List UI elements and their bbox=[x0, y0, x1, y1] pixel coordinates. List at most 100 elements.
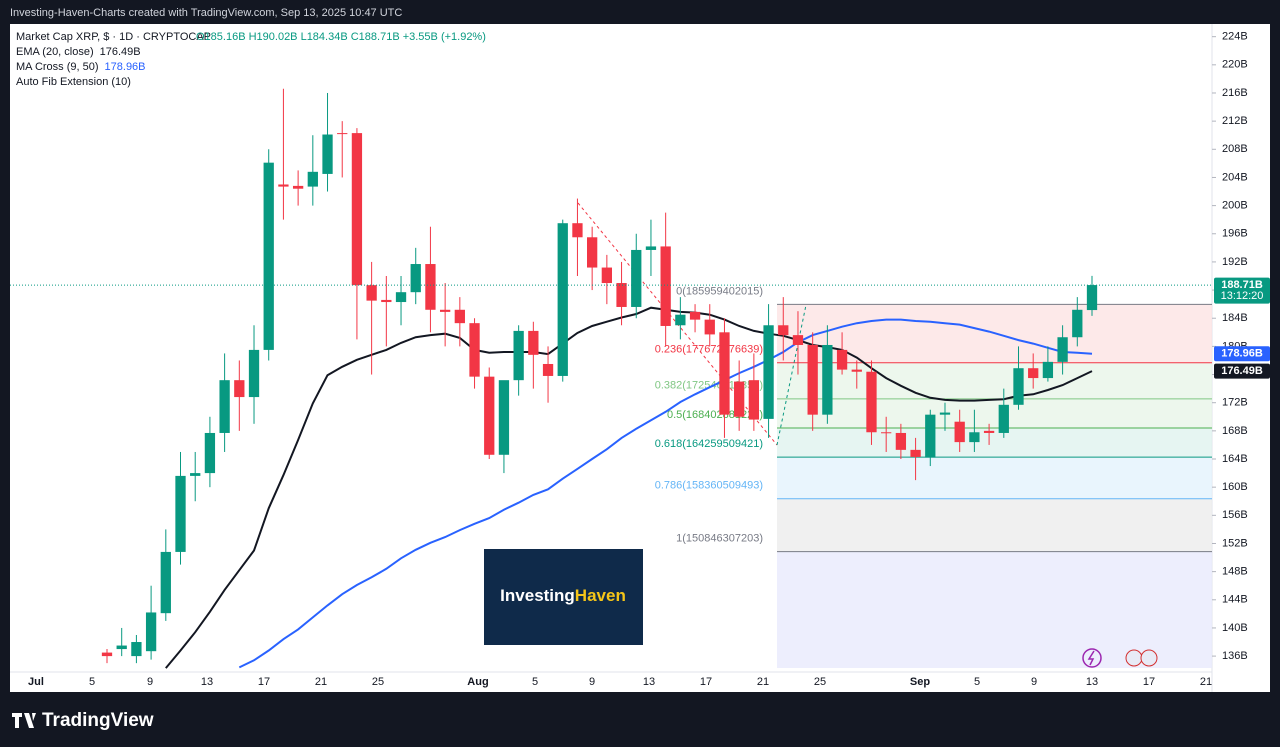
candle-body bbox=[822, 344, 833, 415]
candle-body bbox=[969, 432, 980, 443]
candle-body bbox=[939, 412, 951, 415]
candle-body bbox=[734, 381, 745, 417]
y-tick-label: 172B bbox=[1222, 397, 1248, 409]
watermark-part: Investing bbox=[500, 586, 575, 605]
candle-body bbox=[145, 612, 157, 652]
fib-zone bbox=[777, 498, 1212, 552]
candle-body bbox=[337, 133, 348, 135]
candle-body bbox=[616, 283, 627, 307]
fib-label: 0.236(177672776639) bbox=[655, 344, 763, 356]
candle-body bbox=[807, 344, 818, 415]
watermark: InvestingHaven bbox=[500, 586, 626, 605]
candle-body bbox=[587, 237, 598, 268]
x-tick-label: 9 bbox=[589, 676, 595, 688]
candle-body bbox=[792, 335, 804, 345]
candle-body bbox=[704, 319, 715, 335]
legend-indicator: Auto Fib Extension (10) bbox=[16, 76, 131, 88]
candle-body bbox=[381, 299, 392, 303]
x-tick-label: 13 bbox=[201, 676, 213, 688]
candle-body bbox=[101, 652, 113, 657]
candle-body bbox=[498, 380, 510, 455]
x-tick-label: 5 bbox=[532, 676, 538, 688]
candle-body bbox=[395, 292, 407, 303]
candle-body bbox=[292, 185, 304, 189]
candle-body bbox=[351, 133, 363, 286]
candle-body bbox=[881, 432, 892, 434]
legend-ohlc: O185.16B H190.02B L184.34B C188.71B +3.5… bbox=[196, 31, 486, 43]
x-tick-label: Aug bbox=[467, 676, 488, 688]
x-tick-label: 9 bbox=[147, 676, 153, 688]
x-tick-label: 5 bbox=[974, 676, 980, 688]
y-tick-label: 212B bbox=[1222, 115, 1248, 127]
x-tick-label: 17 bbox=[258, 676, 270, 688]
x-tick-label: 5 bbox=[89, 676, 95, 688]
candle-body bbox=[175, 475, 186, 552]
candle-body bbox=[954, 421, 965, 443]
candle-body bbox=[454, 309, 465, 324]
legend-title: Market Cap XRP, $ · 1D · CRYPTOCAP bbox=[16, 31, 211, 43]
event-flag[interactable] bbox=[1125, 649, 1143, 667]
candle-body bbox=[484, 376, 495, 455]
x-tick-label: 21 bbox=[315, 676, 327, 688]
legend-indicator: EMA (20, close) bbox=[16, 46, 94, 58]
fib-zone bbox=[777, 398, 1212, 429]
candle-body bbox=[925, 414, 936, 458]
indicator-lines bbox=[165, 306, 1093, 669]
y-tick-label: 216B bbox=[1222, 87, 1248, 99]
candle-body bbox=[836, 349, 848, 370]
footer-logo-icon bbox=[12, 713, 36, 728]
candle-body bbox=[983, 430, 995, 433]
candle-body bbox=[439, 309, 451, 312]
candle-body bbox=[1013, 368, 1024, 405]
watermark-part: Haven bbox=[575, 586, 626, 605]
fib-zone bbox=[777, 551, 1212, 668]
candle-body bbox=[542, 363, 554, 376]
price-label: 188.71B bbox=[1221, 279, 1263, 291]
x-tick-label: 13 bbox=[1086, 676, 1098, 688]
x-tick-label: 17 bbox=[700, 676, 712, 688]
x-tick-label: 17 bbox=[1143, 676, 1155, 688]
candle-body bbox=[763, 325, 774, 419]
fib-label: 1(150846307203) bbox=[676, 532, 763, 544]
event-icon[interactable] bbox=[1082, 648, 1102, 668]
candle-body bbox=[601, 267, 612, 284]
y-tick-label: 204B bbox=[1222, 171, 1248, 183]
candle-body bbox=[190, 473, 201, 476]
indicator-line bbox=[238, 318, 1093, 669]
candle-body bbox=[748, 380, 760, 420]
candle-body bbox=[307, 171, 318, 187]
axes: 136B 140B 144B 148B 152B 156B 160B 164B 168B 172B… bbox=[10, 31, 1270, 688]
price-countdown: 13:12:20 bbox=[1221, 290, 1264, 302]
candle-body bbox=[513, 330, 524, 381]
candle-body bbox=[1072, 309, 1083, 338]
candle-body bbox=[1028, 368, 1039, 379]
fib-label: 0.5(168402881228) bbox=[667, 409, 763, 421]
candle-body bbox=[645, 246, 657, 250]
candle-body bbox=[160, 551, 171, 614]
price-label-box bbox=[1214, 363, 1270, 379]
y-tick-label: 208B bbox=[1222, 143, 1248, 155]
candle-body bbox=[248, 349, 260, 398]
candle-body bbox=[234, 380, 245, 398]
x-tick-label: 21 bbox=[757, 676, 769, 688]
event-flag[interactable] bbox=[1140, 649, 1158, 667]
x-tick-label: 21 bbox=[1200, 676, 1212, 688]
candle-body bbox=[557, 223, 568, 376]
watermark-box bbox=[484, 549, 643, 645]
candle-body bbox=[689, 311, 701, 320]
y-tick-label: 148B bbox=[1222, 566, 1248, 578]
candle-body bbox=[528, 330, 539, 355]
fib-label: 0.618(164259509421) bbox=[655, 438, 763, 450]
y-tick-label: 196B bbox=[1222, 228, 1248, 240]
indicator-line bbox=[165, 306, 1093, 669]
y-tick-label: 220B bbox=[1222, 59, 1248, 71]
x-tick-label: 13 bbox=[643, 676, 655, 688]
fib-label: 0.786(158360509493) bbox=[655, 480, 763, 492]
legend: Market Cap XRP, $ · 1D · CRYPTOCAP O185.… bbox=[16, 31, 486, 88]
price-label-box bbox=[1214, 346, 1270, 362]
fib-label: 0(185959402015) bbox=[676, 285, 763, 297]
x-tick-label: 25 bbox=[814, 676, 826, 688]
candle-body bbox=[204, 432, 216, 474]
candle-body bbox=[219, 380, 230, 433]
